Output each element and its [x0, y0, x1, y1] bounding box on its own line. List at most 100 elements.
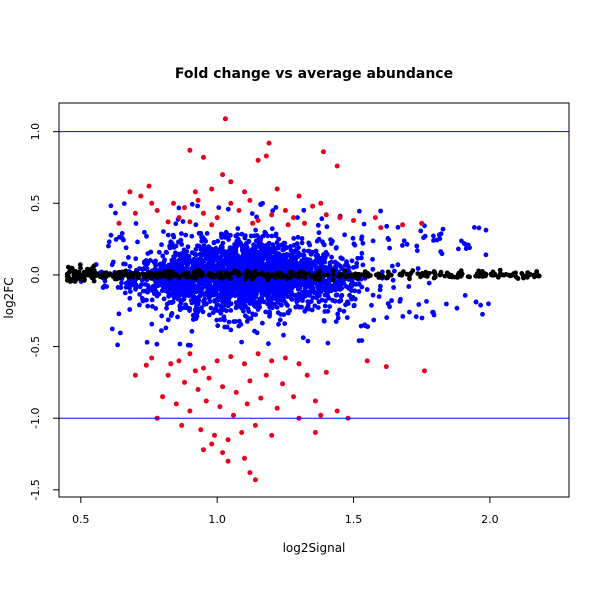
- data-point-moderate: [356, 338, 362, 344]
- data-point-moderate: [219, 261, 225, 266]
- data-point-moderate: [269, 282, 275, 287]
- data-point-moderate: [246, 299, 252, 304]
- data-point-moderate: [376, 294, 382, 299]
- data-point-moderate: [228, 308, 234, 313]
- data-point-moderate: [338, 298, 344, 303]
- data-point-moderate: [178, 260, 184, 265]
- data-point-moderate: [307, 284, 313, 290]
- data-point-moderate: [161, 296, 167, 302]
- data-point-moderate: [377, 287, 383, 293]
- data-point-moderate: [233, 319, 238, 324]
- data-point-moderate: [253, 312, 259, 317]
- data-point-moderate: [204, 231, 210, 236]
- data-point-moderate: [242, 259, 248, 265]
- data-point-moderate: [169, 311, 175, 316]
- y-axis: -1.5 -1.0 -0.5 0.0 0.5 1.0: [29, 123, 59, 501]
- data-point-moderate: [168, 239, 174, 245]
- data-point-moderate: [220, 251, 225, 257]
- data-point-moderate: [149, 297, 155, 303]
- data-point-moderate: [243, 303, 248, 309]
- data-point-moderate: [262, 283, 268, 289]
- data-point-neutral: [410, 268, 416, 274]
- data-point-moderate: [223, 256, 229, 262]
- data-point-moderate: [232, 293, 238, 299]
- data-point-moderate: [486, 301, 491, 307]
- data-point-moderate: [325, 252, 330, 257]
- data-point-moderate: [226, 233, 232, 239]
- data-point-neutral: [77, 262, 83, 268]
- data-point-significant: [179, 422, 185, 428]
- data-point-significant: [419, 220, 425, 226]
- data-point-moderate: [241, 308, 246, 314]
- data-point-moderate: [283, 289, 289, 295]
- data-point-neutral: [364, 270, 370, 276]
- data-point-neutral: [218, 270, 224, 276]
- data-point-significant: [255, 351, 261, 357]
- data-point-moderate: [225, 260, 231, 265]
- data-point-significant: [220, 384, 226, 390]
- data-point-moderate: [295, 250, 301, 256]
- data-point-moderate: [338, 263, 343, 269]
- data-point-moderate: [314, 252, 320, 258]
- data-point-moderate: [127, 295, 133, 301]
- data-point-moderate: [137, 292, 143, 297]
- y-axis-label: log2FC: [2, 277, 16, 318]
- data-point-moderate: [189, 250, 195, 256]
- data-point-moderate: [184, 261, 190, 267]
- data-point-moderate: [268, 286, 274, 292]
- data-point-moderate: [306, 306, 311, 312]
- data-point-moderate: [454, 305, 460, 311]
- data-point-moderate: [294, 299, 300, 305]
- x-tick-label: 2.0: [481, 513, 499, 526]
- data-point-moderate: [288, 244, 293, 249]
- data-point-significant: [282, 355, 288, 361]
- data-point-moderate: [407, 309, 412, 315]
- data-point-moderate: [170, 232, 176, 238]
- data-point-moderate: [200, 234, 206, 240]
- data-point-moderate: [156, 249, 162, 255]
- data-point-moderate: [263, 309, 269, 315]
- data-point-moderate: [240, 283, 246, 288]
- data-point-moderate: [214, 280, 220, 286]
- data-point-neutral: [452, 274, 457, 280]
- data-point-moderate: [281, 332, 286, 338]
- data-point-moderate: [279, 302, 284, 308]
- data-point-neutral: [406, 272, 412, 278]
- data-point-neutral: [355, 275, 361, 280]
- data-point-moderate: [159, 328, 164, 333]
- data-point-moderate: [159, 313, 165, 319]
- data-point-moderate: [139, 295, 145, 301]
- data-point-moderate: [273, 231, 279, 237]
- data-point-moderate: [327, 263, 333, 269]
- data-point-moderate: [349, 258, 355, 264]
- data-point-moderate: [321, 318, 327, 324]
- data-point-moderate: [104, 284, 109, 289]
- data-point-moderate: [219, 307, 224, 312]
- data-point-moderate: [256, 240, 261, 246]
- data-point-moderate: [184, 255, 189, 261]
- data-point-moderate: [370, 292, 376, 298]
- data-point-moderate: [260, 320, 265, 326]
- data-point-moderate: [117, 234, 122, 240]
- data-point-moderate: [164, 305, 169, 311]
- data-point-moderate: [298, 279, 304, 285]
- data-point-moderate: [397, 299, 403, 304]
- data-point-moderate: [395, 262, 401, 268]
- data-point-moderate: [321, 252, 326, 257]
- data-point-neutral: [339, 272, 345, 278]
- data-point-moderate: [151, 284, 157, 290]
- data-point-neutral: [419, 271, 425, 276]
- data-point-moderate: [459, 238, 464, 244]
- data-point-moderate: [312, 258, 318, 264]
- data-point-moderate: [148, 249, 154, 255]
- data-point-significant: [323, 212, 329, 218]
- data-point-moderate: [243, 292, 249, 297]
- data-point-significant: [143, 362, 149, 368]
- data-point-moderate: [106, 243, 111, 249]
- data-point-moderate: [113, 210, 118, 216]
- data-point-moderate: [264, 251, 269, 257]
- data-point-neutral: [407, 276, 412, 282]
- data-point-neutral: [85, 267, 91, 273]
- data-point-moderate: [249, 256, 255, 262]
- data-point-moderate: [370, 238, 376, 244]
